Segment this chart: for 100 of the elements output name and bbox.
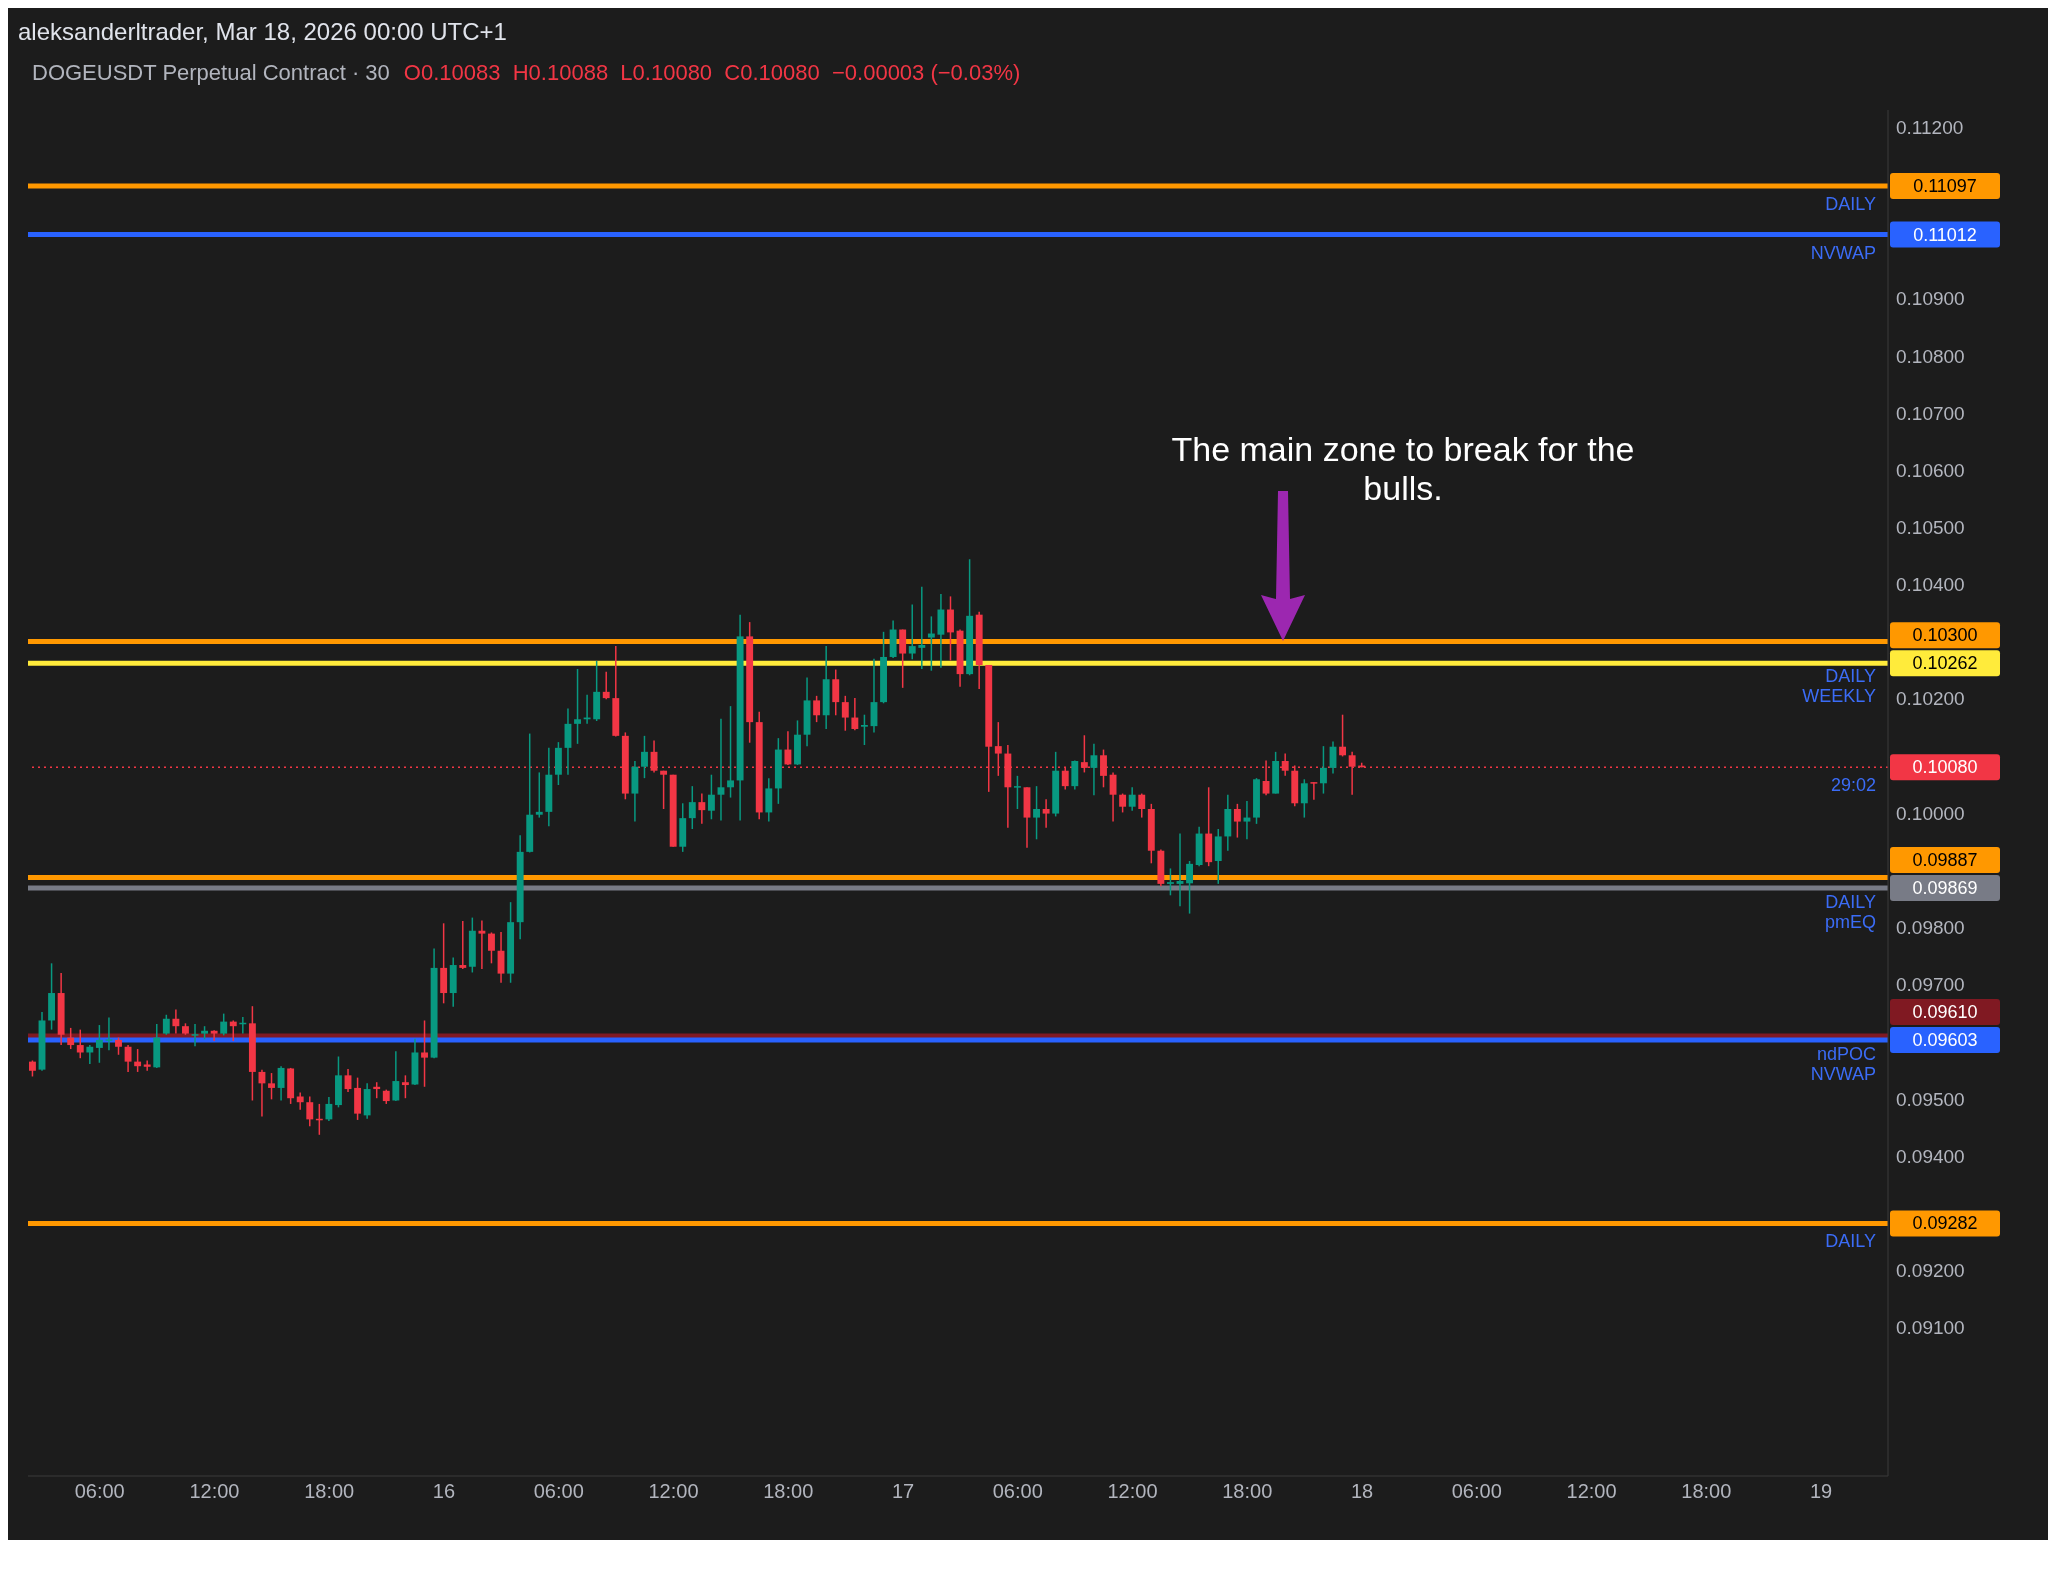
annotation: DAILY	[1825, 665, 1876, 686]
candlestick	[602, 671, 610, 701]
ref-line-label: 0.10080	[1912, 757, 1978, 778]
candlestick	[325, 1096, 333, 1122]
candlestick	[765, 777, 773, 823]
annotation: pmEQ	[1824, 911, 1876, 932]
candlestick	[1243, 800, 1251, 841]
y-tick-label: 0.10700	[1896, 402, 1965, 424]
y-tick-label: 0.11200	[1896, 116, 1964, 138]
x-tick-label: 12:00	[1107, 1480, 1158, 1503]
annotation: NVWAP	[1810, 242, 1876, 263]
candlestick	[908, 603, 916, 661]
candlestick	[95, 1024, 103, 1064]
ref-line-label: 0.11097	[1913, 176, 1977, 197]
annotation: DAILY	[1825, 194, 1876, 215]
annotation: NVWAP	[1810, 1063, 1876, 1084]
candlestick	[947, 595, 954, 662]
candlestick	[1166, 867, 1174, 897]
candlestick	[641, 735, 648, 779]
chart-subtitle: DOGEUSDT Perpetual Contract · 30	[32, 60, 390, 85]
candlestick	[1042, 798, 1050, 829]
candlestick	[268, 1072, 275, 1101]
candlestick	[459, 920, 467, 970]
candlestick	[220, 1012, 228, 1037]
candlestick	[851, 697, 859, 731]
candlestick	[1033, 785, 1040, 841]
candlestick	[191, 1023, 199, 1047]
ref-line-label: 0.09887	[1912, 849, 1978, 870]
candlestick	[574, 668, 581, 745]
candlestick	[1320, 745, 1327, 795]
candlestick	[1119, 792, 1127, 814]
annotation: The main zone to break for the bulls.	[1170, 430, 1636, 508]
annotation: 29:02	[1830, 775, 1876, 796]
candlestick	[927, 615, 935, 672]
candlestick	[392, 1050, 400, 1102]
candlestick	[86, 1044, 94, 1065]
candlestick	[306, 1095, 314, 1127]
candlestick	[1109, 771, 1117, 823]
candlestick	[277, 1065, 285, 1102]
x-tick-label: 16	[432, 1480, 456, 1503]
candlestick	[1090, 743, 1098, 797]
annotation: DAILY	[1825, 891, 1876, 912]
candlestick	[1186, 860, 1194, 915]
candlestick	[488, 931, 495, 965]
candlestick	[1300, 778, 1308, 819]
candlestick	[296, 1091, 304, 1111]
y-tick-label: 0.09500	[1896, 1088, 1965, 1110]
annotation: WEEKLY	[1802, 685, 1876, 706]
y-tick-label: 0.10600	[1896, 459, 1965, 481]
x-tick-label: 12:00	[648, 1480, 699, 1503]
y-tick-label: 0.09200	[1896, 1259, 1965, 1281]
candlestick	[535, 771, 543, 819]
candlestick	[841, 695, 849, 732]
candlestick	[124, 1044, 132, 1073]
x-tick-label: 18:00	[763, 1480, 814, 1503]
x-tick-label: 12:00	[1566, 1480, 1617, 1503]
annotation: ndPOC	[1816, 1043, 1876, 1064]
ref-line-label: 0.10300	[1912, 625, 1978, 646]
candlestick	[210, 1029, 218, 1042]
candlestick	[229, 1019, 237, 1042]
candlestick	[67, 1027, 75, 1050]
candlestick	[707, 773, 715, 821]
x-tick-label: 06:00	[533, 1480, 584, 1503]
candlestick	[717, 717, 725, 822]
candlestick	[134, 1048, 142, 1073]
x-tick-label: 06:00	[1451, 1480, 1502, 1503]
candlestick	[899, 628, 907, 689]
candlestick	[860, 713, 868, 746]
x-tick-label: 17	[891, 1480, 915, 1503]
candlestick	[76, 1028, 84, 1059]
text: O0.10083 H0.10088 L0.10080 C0.10080 −0.00003 (−0.03%)	[403, 60, 1021, 85]
y-tick-label: 0.09400	[1896, 1145, 1965, 1167]
x-tick-label: 12:00	[189, 1480, 240, 1503]
y-tick-label: 0.09100	[1896, 1317, 1965, 1339]
annotation: DAILY	[1825, 1231, 1876, 1252]
x-tick-label: 18:00	[304, 1480, 355, 1503]
candlestick	[1339, 713, 1347, 758]
y-tick-label: 0.09700	[1896, 974, 1965, 996]
candlestick	[727, 705, 734, 799]
candlestick	[478, 919, 486, 970]
candlestick	[105, 1016, 113, 1051]
y-tick-label: 0.10900	[1896, 288, 1965, 310]
candlestick	[832, 668, 840, 717]
candlestick	[1310, 781, 1318, 801]
ref-line-label: 0.09282	[1912, 1213, 1978, 1234]
candlestick	[784, 730, 792, 766]
ref-line-label: 0.09603	[1912, 1029, 1978, 1050]
ref-line-label: 0.10262	[1912, 653, 1978, 674]
y-tick-label: 0.10000	[1896, 802, 1965, 824]
y-tick-label: 0.10200	[1896, 688, 1965, 710]
candlestick	[698, 792, 706, 825]
x-tick-label: 06:00	[992, 1480, 1043, 1503]
candlestick	[813, 695, 821, 723]
candlestick	[660, 769, 668, 810]
candlestick	[1176, 832, 1184, 907]
candlestick	[1128, 786, 1136, 812]
candlestick	[162, 1014, 170, 1036]
ref-line-label: 0.09610	[1912, 1001, 1978, 1022]
x-tick-label: 19	[1809, 1480, 1833, 1503]
y-tick-label: 0.09800	[1896, 917, 1965, 939]
